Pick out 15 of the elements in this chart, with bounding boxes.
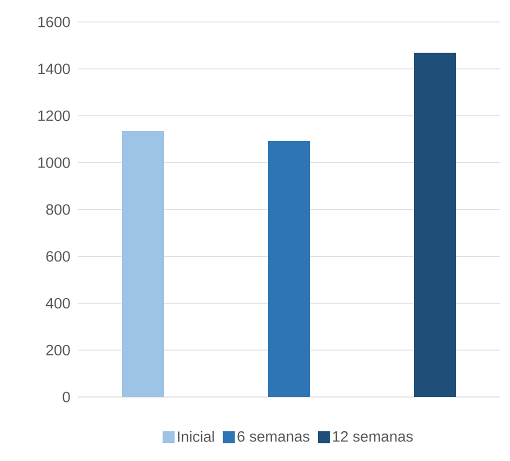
legend-label: 12 semanas xyxy=(333,431,413,442)
y-tick-label: 0 xyxy=(62,392,70,402)
legend-label: 6 semanas xyxy=(238,431,310,442)
legend-label: Inicial xyxy=(178,430,214,442)
y-tick-label: 800 xyxy=(46,204,70,215)
y-tick-label: 1200 xyxy=(38,110,70,122)
y-tick-label: 1000 xyxy=(38,157,70,168)
y-tick-label: 1600 xyxy=(38,16,70,28)
bar xyxy=(268,141,310,397)
y-tick-label: 1400 xyxy=(38,64,70,74)
y-tick-label: 200 xyxy=(46,344,70,356)
y-tick-label: 400 xyxy=(46,298,70,309)
bar xyxy=(122,130,164,397)
bar xyxy=(414,52,456,397)
y-tick-label: 600 xyxy=(46,251,70,262)
